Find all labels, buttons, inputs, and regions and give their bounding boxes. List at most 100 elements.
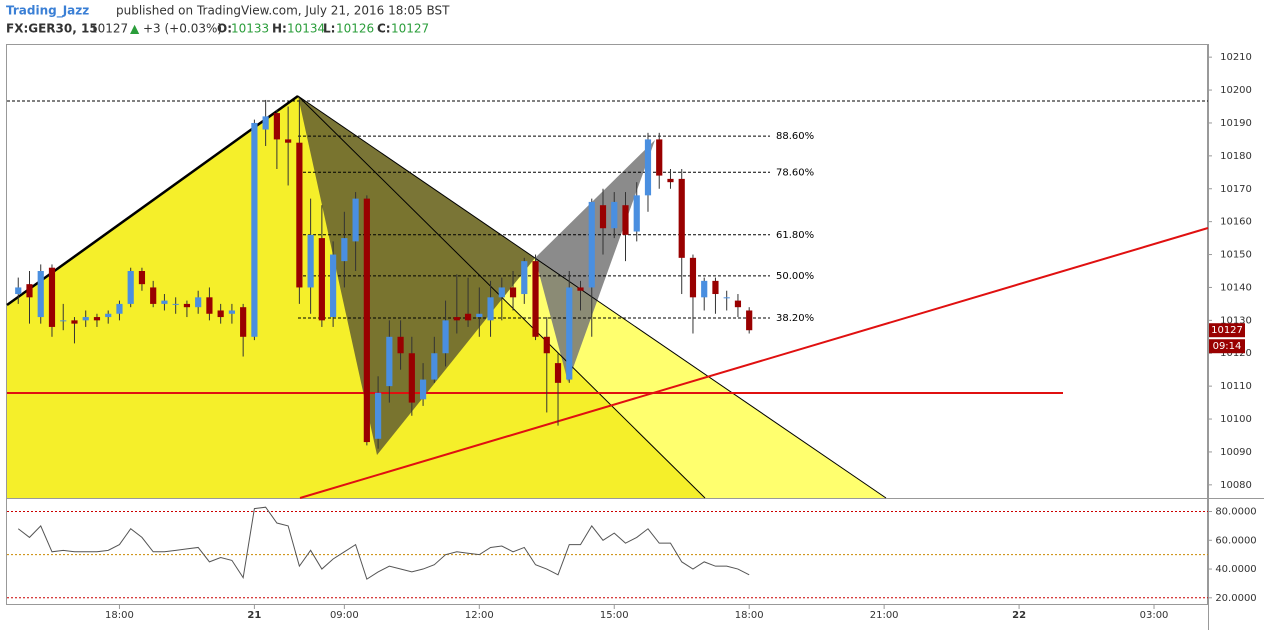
candle-body	[93, 317, 101, 321]
y-tick-label: 10110	[1220, 381, 1252, 392]
candle-body	[453, 317, 460, 321]
x-tick-label: 18:00	[735, 610, 764, 621]
candle-body	[712, 280, 719, 295]
candle-body	[532, 261, 539, 337]
candle-body	[464, 313, 472, 321]
candle-body	[228, 310, 235, 314]
candle-body	[554, 363, 562, 383]
candle-body	[667, 178, 674, 183]
o: 10133	[231, 22, 269, 36]
candle-body	[599, 205, 607, 229]
x-tick-label: 18:00	[105, 610, 134, 621]
x-tick-label: 21	[247, 610, 261, 621]
candle-body	[509, 287, 517, 298]
fib-label: 38.20%	[776, 313, 814, 324]
y-tick-label: 10100	[1220, 414, 1252, 425]
candle-body	[442, 320, 449, 354]
candle-body	[363, 198, 370, 443]
h-label: H:	[272, 22, 287, 36]
y-tick-label: 10090	[1220, 447, 1252, 458]
x-tick-label: 22	[1012, 610, 1026, 621]
countdown: 09:14	[1213, 341, 1242, 352]
candle-body	[487, 297, 494, 321]
candle-body	[240, 307, 247, 337]
candle-body	[183, 303, 191, 308]
x-tick-label: 12:00	[465, 610, 494, 621]
candle-body	[296, 142, 303, 288]
frame	[6, 44, 1208, 605]
rsi-tick-label: 20.0000	[1215, 593, 1256, 604]
candle-body	[172, 303, 179, 305]
candle-body	[633, 195, 640, 232]
candle-body	[701, 280, 708, 298]
candle-body	[386, 336, 393, 387]
candle-body	[678, 178, 685, 258]
candle-body	[746, 310, 753, 331]
h: 10134	[287, 22, 325, 36]
candle-body	[431, 353, 438, 380]
candle-body	[217, 310, 224, 318]
l: 10126	[336, 22, 374, 36]
y-tick-label: 10170	[1220, 184, 1252, 195]
last: 10127	[90, 22, 128, 36]
fib-label: 50.00%	[776, 271, 814, 282]
candle-body	[656, 139, 663, 176]
candle-body	[723, 297, 730, 299]
candle-body	[285, 139, 292, 143]
candle-body	[577, 287, 584, 291]
symbol: FX:GER30, 15	[6, 22, 98, 36]
author[interactable]: Trading_Jazz	[6, 4, 89, 19]
candle-body	[116, 303, 123, 314]
l-label: L:	[323, 22, 335, 36]
y-tick-label: 10120	[1220, 348, 1252, 359]
candle-body	[543, 336, 550, 354]
y-tick-label: 10200	[1220, 85, 1252, 96]
candle-body	[352, 198, 359, 242]
arrow: ▲	[130, 22, 140, 36]
candle-body	[419, 379, 427, 400]
x-tick-label: 09:00	[330, 610, 359, 621]
candle-body	[318, 238, 325, 321]
candle-body	[734, 300, 742, 308]
candle-body	[521, 261, 528, 295]
candle-body	[476, 313, 483, 318]
price-tag-label: 10127	[1211, 325, 1243, 336]
candle-body	[195, 297, 202, 308]
candle-body	[397, 336, 404, 354]
x-tick-label: 15:00	[600, 610, 629, 621]
c: 10127	[391, 22, 429, 36]
candle-body	[498, 287, 505, 298]
x-tick-label: 03:00	[1140, 610, 1169, 621]
candle-body	[689, 257, 697, 298]
candle-body	[26, 284, 33, 298]
rsi-tick-label: 60.0000	[1215, 535, 1256, 546]
countdown-tag	[1209, 339, 1245, 354]
candle-body	[138, 271, 146, 285]
drawings	[6, 94, 1209, 499]
o-label: O:	[217, 22, 232, 36]
candle-body	[48, 267, 56, 327]
candle-body	[341, 238, 348, 262]
pattern-xab	[298, 96, 535, 455]
candle-body	[150, 287, 157, 304]
candle-body	[330, 254, 337, 318]
candle-body	[105, 313, 112, 318]
published: published on TradingView.com, July 21, 2…	[116, 4, 450, 18]
candle-body	[307, 234, 314, 288]
rsi-line	[17, 506, 750, 580]
candle-body	[588, 201, 595, 288]
y-tick-label: 10210	[1220, 52, 1252, 63]
candle-body	[37, 271, 44, 318]
trend-line	[6, 94, 299, 307]
c-label: C:	[377, 22, 391, 36]
candle-body	[60, 320, 67, 322]
candle-body	[644, 139, 652, 196]
candle-body	[71, 320, 78, 324]
y-tick-label: 10130	[1220, 315, 1252, 326]
candle-body	[273, 113, 280, 140]
y-tick-label: 10150	[1220, 250, 1252, 261]
fib-label: 61.80%	[776, 230, 814, 241]
y-tick-label: 10160	[1220, 217, 1252, 228]
rsi-tick-label: 80.0000	[1215, 507, 1256, 518]
